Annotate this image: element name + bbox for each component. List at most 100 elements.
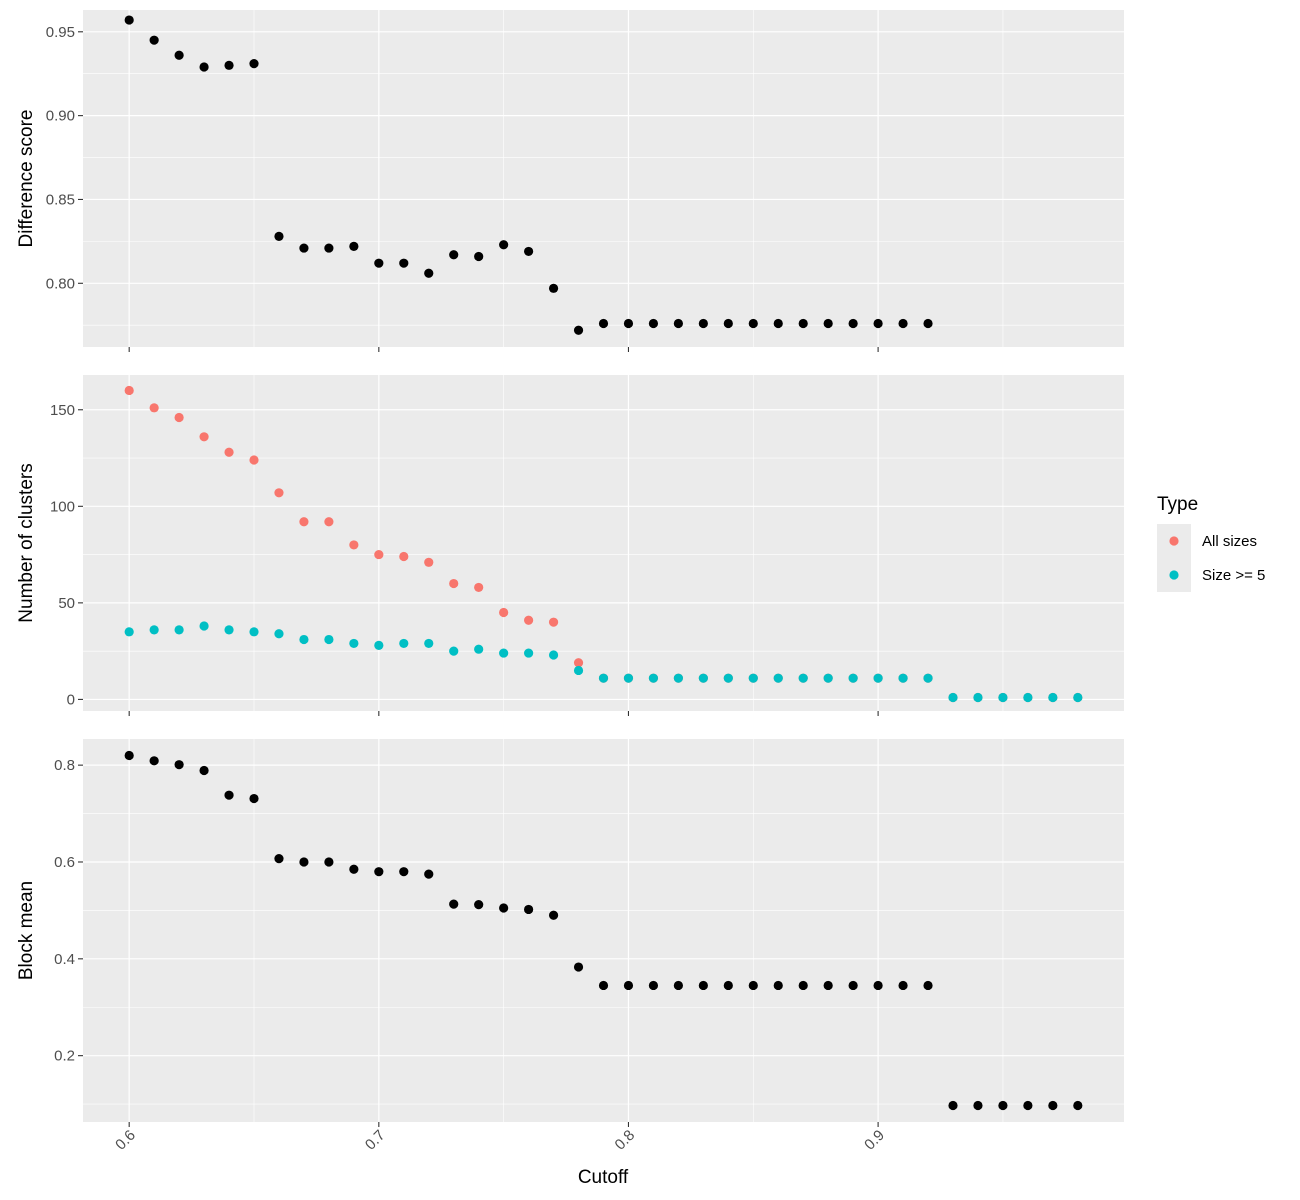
data-point — [374, 867, 384, 877]
data-point — [573, 325, 584, 335]
legend-title: Type — [1157, 494, 1198, 515]
data-point — [399, 638, 409, 649]
data-point — [648, 980, 659, 991]
x-tick-label: 0.9 — [861, 1127, 888, 1154]
data-point — [224, 447, 234, 457]
data-point — [973, 692, 983, 703]
y-tick-label: 0.2 — [54, 1048, 75, 1065]
data-point — [324, 243, 334, 253]
data-point — [873, 980, 883, 991]
data-point — [1073, 1100, 1083, 1111]
data-point — [848, 318, 858, 329]
legend-key-point — [1169, 536, 1179, 546]
data-point — [1023, 692, 1033, 703]
data-point — [823, 318, 833, 329]
data-point — [399, 867, 409, 877]
data-point — [948, 1100, 958, 1111]
data-point — [249, 793, 259, 804]
panels-layer: 0.80 0.85 0.90 0.95 Difference score 0 50 100 15… — [16, 10, 1124, 1154]
data-point — [1048, 692, 1058, 703]
data-point — [773, 980, 783, 991]
data-point — [399, 258, 409, 268]
data-point — [648, 318, 659, 329]
data-point — [124, 15, 134, 25]
data-point — [299, 634, 309, 645]
data-point — [698, 318, 708, 329]
data-point — [623, 980, 634, 991]
data-point — [798, 318, 808, 329]
data-point — [923, 673, 933, 683]
data-point — [374, 640, 384, 650]
legend: Type All sizes Size >= 5 — [1157, 494, 1265, 592]
y-tick-label: 0.80 — [46, 275, 75, 292]
data-point — [199, 432, 209, 442]
data-point — [149, 625, 159, 635]
y-axis-title: Difference score — [16, 110, 37, 248]
panel-3: 0.2 0.4 0.6 0.8 0.6 0.7 0.8 0.9 Block mean — [16, 739, 1124, 1154]
data-point — [548, 910, 559, 920]
panel-background — [83, 10, 1124, 347]
data-point — [299, 517, 309, 527]
data-point — [598, 318, 609, 329]
y-tick-label: 0 — [67, 691, 75, 708]
data-point — [898, 318, 908, 329]
data-point — [274, 231, 284, 241]
data-point — [324, 517, 334, 527]
data-point — [823, 980, 833, 991]
data-point — [174, 412, 184, 423]
data-point — [573, 665, 584, 676]
data-point — [149, 403, 159, 413]
data-point — [124, 750, 134, 761]
data-point — [449, 578, 459, 589]
data-point — [698, 980, 708, 991]
data-point — [449, 646, 459, 656]
data-point — [349, 540, 359, 550]
x-tick-label: 0.6 — [112, 1127, 139, 1154]
data-point — [299, 243, 309, 253]
data-point — [124, 627, 134, 637]
data-point — [548, 650, 559, 660]
data-point — [499, 648, 509, 658]
data-point — [424, 268, 434, 278]
data-point — [274, 853, 284, 864]
data-point — [174, 50, 184, 60]
data-point — [424, 557, 434, 567]
y-tick-label: 0.4 — [54, 951, 75, 968]
data-point — [224, 60, 234, 70]
panel-2: 0 50 100 150 Number of clusters — [16, 375, 1124, 716]
data-point — [923, 980, 933, 991]
data-point — [623, 673, 634, 683]
data-point — [524, 904, 534, 915]
data-point — [349, 864, 359, 874]
data-point — [1023, 1100, 1033, 1111]
data-point — [474, 644, 484, 654]
data-point — [299, 857, 309, 867]
data-point — [848, 980, 858, 991]
data-point — [249, 627, 259, 637]
series-points — [124, 621, 1083, 703]
data-point — [499, 240, 509, 250]
data-point — [324, 857, 334, 867]
data-point — [399, 551, 409, 562]
y-tick-label: 0.95 — [46, 24, 75, 41]
x-axis-title: Cutoff — [578, 1167, 629, 1188]
panel-background — [83, 739, 1124, 1122]
data-point — [873, 673, 883, 683]
y-tick-label: 0.90 — [46, 108, 75, 125]
legend-key-point — [1169, 570, 1179, 580]
panel-1: 0.80 0.85 0.90 0.95 Difference score — [16, 10, 1124, 352]
data-point — [199, 62, 209, 72]
data-point — [324, 634, 334, 645]
data-point — [1048, 1100, 1058, 1111]
data-point — [973, 1100, 983, 1111]
data-point — [573, 658, 584, 668]
data-point — [424, 638, 434, 649]
data-point — [474, 251, 484, 262]
data-point — [224, 790, 234, 800]
legend-label: Size >= 5 — [1202, 567, 1265, 584]
data-point — [548, 617, 559, 627]
legend-entries: All sizes Size >= 5 — [1157, 524, 1265, 592]
data-point — [948, 692, 958, 703]
data-point — [998, 1100, 1008, 1111]
data-point — [499, 607, 509, 618]
